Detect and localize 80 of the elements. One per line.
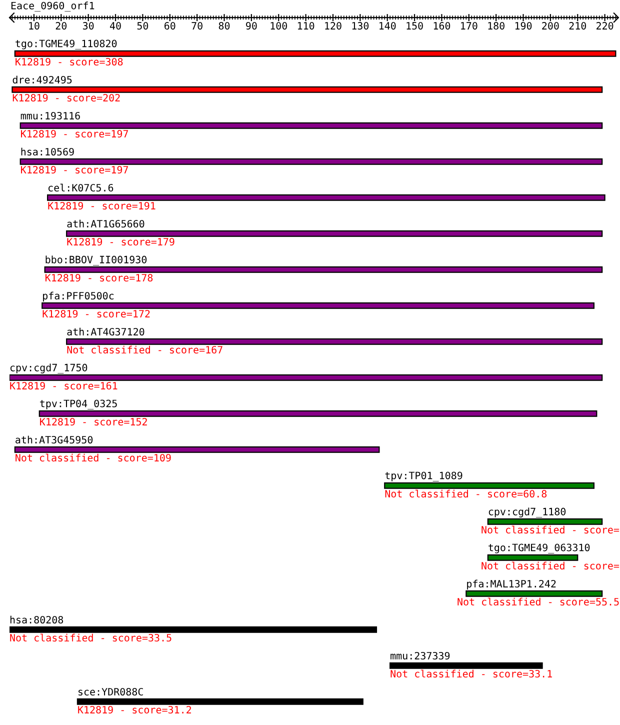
annotation: K12819 - score=179 — [67, 238, 174, 246]
bar — [66, 230, 603, 237]
annotation: Not classified - score=55.5 — [458, 598, 619, 606]
annotation: Not classified - score=60.8 — [385, 490, 547, 498]
x-tick-label: 60 — [164, 22, 176, 30]
y-tick-label: ath:AT4G37120 — [67, 328, 144, 336]
y-tick-label: cpv:cgd7_1180 — [488, 508, 566, 518]
annotation: K12819 - score=178 — [46, 274, 153, 282]
x-tick-label: 100 — [270, 22, 287, 30]
annotation: K12819 - score=202 — [12, 94, 120, 102]
x-tick-label: 180 — [488, 22, 504, 30]
annotation: Not classified - score=167 — [67, 346, 222, 354]
y-tick-label: mmu:237339 — [390, 652, 450, 660]
bar — [42, 302, 594, 309]
bar — [10, 374, 603, 381]
y-tick-label: dre:492495 — [12, 76, 72, 84]
bar — [487, 554, 578, 561]
bar — [44, 266, 603, 273]
y-tick-label: cel:K07C5.6 — [48, 184, 114, 192]
annotation: K12819 - score=152 — [40, 418, 147, 426]
bar — [14, 446, 380, 453]
y-tick-label: tgo:TGME49_063310 — [488, 544, 590, 554]
x-tick-label: 140 — [380, 22, 396, 30]
x-tick-label: 40 — [110, 22, 121, 30]
annotation: K12819 - score=197 — [21, 166, 128, 174]
bar — [14, 50, 616, 57]
y-tick-label: pfa:PFF0500c — [43, 292, 114, 302]
annotation: K12819 - score=161 — [10, 382, 118, 390]
bar — [12, 86, 603, 93]
y-tick-label: cpv:cgd7_1750 — [10, 364, 88, 374]
y-tick-label: sce:YDR088C — [78, 688, 143, 696]
x-tick-label: 50 — [137, 22, 148, 30]
y-tick-label: ath:AT1G65660 — [67, 220, 144, 228]
bar — [20, 122, 603, 129]
bar — [47, 194, 606, 201]
y-tick-label: tpv:TP01_1089 — [385, 472, 462, 482]
x-tick-label: 210 — [569, 22, 586, 30]
y-tick-label: ath:AT3G45950 — [16, 436, 93, 444]
x-tick-label: 160 — [434, 22, 450, 30]
annotation: Not classified - score= — [482, 526, 620, 534]
x-tick-label: 70 — [192, 22, 202, 30]
x-tick-label: 10 — [29, 22, 40, 30]
bar — [390, 662, 543, 669]
annotation: Not classified - score= — [482, 562, 620, 570]
x-tick-label: 20 — [56, 22, 67, 30]
x-tick-label: 120 — [325, 22, 342, 30]
y-tick-label: bbo:BBOV_II001930 — [46, 256, 147, 266]
bar — [76, 698, 364, 705]
x-tick-label: 80 — [218, 22, 230, 30]
y-tick-label: tgo:TGME49_110820 — [16, 40, 117, 50]
annotation: K12819 - score=172 — [42, 310, 150, 318]
bar — [384, 482, 594, 489]
x-tick-label: 90 — [246, 22, 257, 30]
y-tick-label: pfa:MAL13P1.242 — [467, 580, 556, 590]
bar — [38, 410, 598, 417]
y-tick-label: hsa:80208 — [10, 616, 64, 624]
x-tick-label: 130 — [352, 22, 369, 30]
y-tick-label: tpv:TP04_0325 — [40, 400, 117, 410]
annotation: K12819 - score=31.2 — [78, 706, 191, 714]
bar — [10, 626, 378, 633]
x-tick-label: 30 — [82, 22, 94, 30]
y-tick-label: hsa:10569 — [21, 148, 74, 156]
annotation: Not classified - score=109 — [16, 454, 171, 462]
annotation: Not classified - score=33.5 — [10, 634, 172, 642]
chart-title: Eace_0960_orf1 — [11, 2, 94, 12]
x-tick-label: 190 — [515, 22, 532, 30]
x-tick-label: 150 — [406, 22, 423, 30]
bar — [20, 158, 603, 165]
bar — [466, 590, 603, 597]
annotation: K12819 - score=308 — [16, 58, 123, 66]
annotation: K12819 - score=191 — [48, 202, 156, 210]
annotation: K12819 - score=197 — [21, 130, 128, 138]
x-tick-label: 220 — [596, 22, 614, 30]
bar — [66, 338, 603, 345]
x-tick-label: 110 — [298, 22, 314, 30]
annotation: Not classified - score=33.1 — [390, 670, 552, 678]
bar — [487, 518, 603, 525]
x-tick-label: 170 — [461, 22, 478, 30]
x-tick-label: 200 — [542, 22, 559, 30]
y-tick-label: mmu:193116 — [20, 112, 80, 120]
